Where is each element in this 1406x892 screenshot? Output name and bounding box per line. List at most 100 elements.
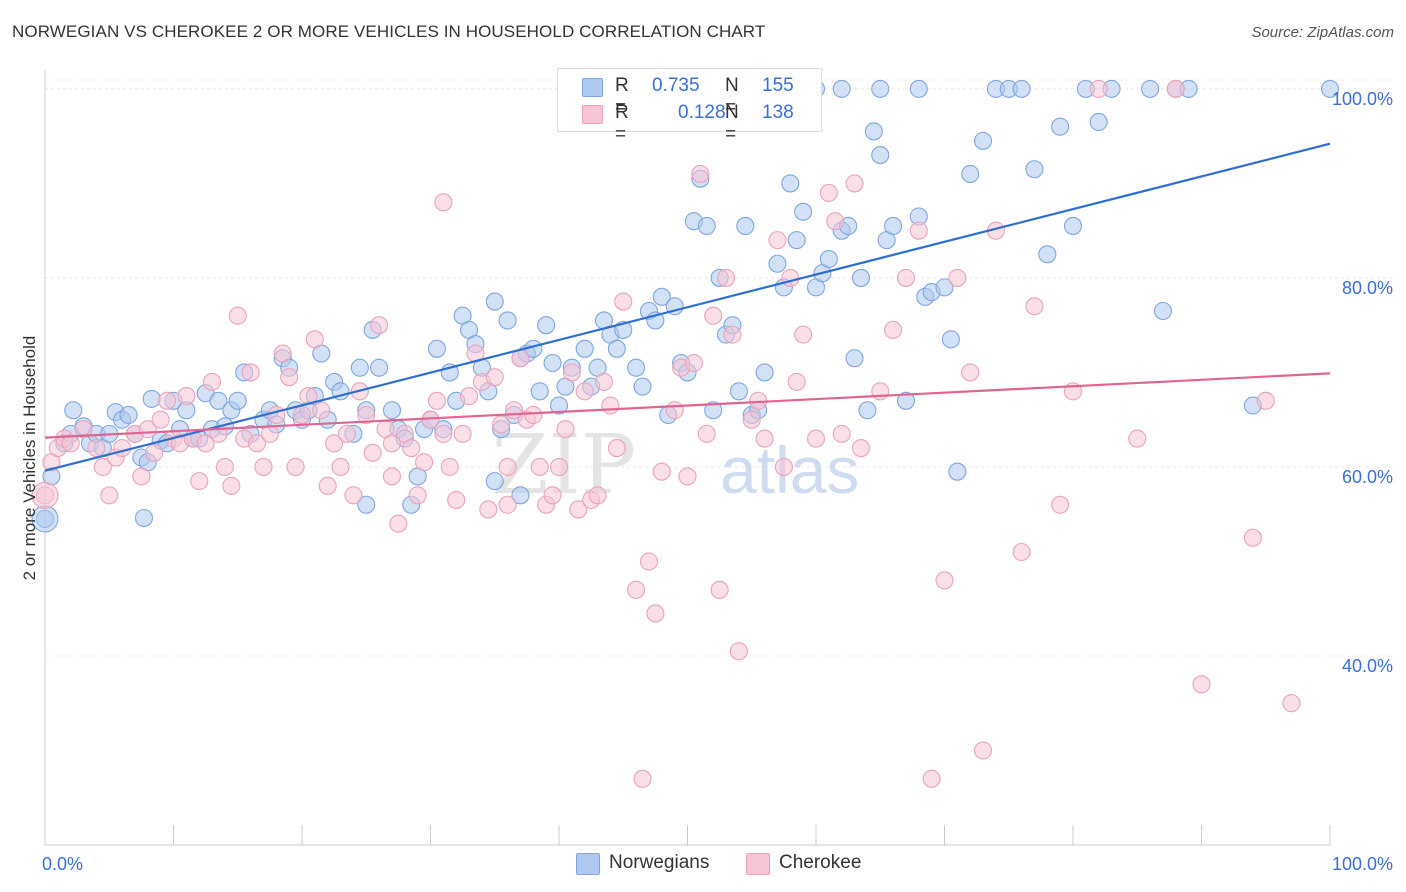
point-cherokee xyxy=(1051,495,1070,514)
point-cherokee xyxy=(260,424,279,443)
point-cherokee xyxy=(434,424,453,443)
point-norwegians xyxy=(1063,216,1083,235)
bottom-legend-swatch-cherokee xyxy=(746,853,770,875)
point-cherokee xyxy=(382,434,402,453)
point-norwegians xyxy=(794,202,813,221)
point-norwegians xyxy=(1012,79,1031,98)
point-cherokee xyxy=(325,434,344,453)
point-norwegians xyxy=(1038,245,1057,264)
point-norwegians xyxy=(1141,79,1160,98)
point-cherokee xyxy=(896,268,916,287)
point-norwegians xyxy=(543,353,562,373)
point-cherokee xyxy=(543,486,562,505)
point-norwegians xyxy=(858,401,877,420)
point-cherokee xyxy=(254,457,273,477)
point-cherokee xyxy=(382,467,402,486)
point-norwegians xyxy=(832,79,851,98)
point-norwegians xyxy=(652,287,671,306)
point-norwegians xyxy=(485,472,504,491)
point-norwegians xyxy=(697,216,716,235)
point-cherokee xyxy=(357,405,376,425)
point-cherokee xyxy=(459,387,479,406)
point-cherokee xyxy=(851,438,871,458)
point-norwegians xyxy=(498,311,517,330)
point-cherokee xyxy=(453,424,472,443)
point-cherokee xyxy=(948,268,967,287)
point-norwegians xyxy=(350,358,369,377)
point-cherokee xyxy=(1243,528,1262,547)
chart-title: NORWEGIAN VS CHEROKEE 2 OR MORE VEHICLES… xyxy=(12,22,766,41)
point-cherokee xyxy=(286,457,305,477)
point-cherokee xyxy=(922,769,941,788)
point-cherokee xyxy=(389,514,408,533)
point-cherokee-large xyxy=(31,481,59,509)
point-cherokee xyxy=(755,429,774,448)
legend-n-value: 138 xyxy=(762,102,794,123)
point-cherokee xyxy=(806,429,826,448)
point-cherokee xyxy=(113,438,132,458)
point-cherokee xyxy=(781,268,800,287)
point-cherokee xyxy=(440,457,459,477)
point-cherokee xyxy=(961,363,980,382)
point-cherokee xyxy=(312,401,331,420)
bottom-legend-label-cherokee: Cherokee xyxy=(779,852,862,873)
point-cherokee xyxy=(151,410,170,429)
legend-n-label: N = xyxy=(725,75,739,118)
point-cherokee xyxy=(267,405,286,425)
point-norwegians xyxy=(781,174,800,193)
point-norwegians xyxy=(909,79,928,98)
point-norwegians xyxy=(787,231,806,250)
x-tick-label: 100.0% xyxy=(1332,854,1393,874)
x-tick-labels: 0.0% 100.0% xyxy=(42,854,1393,874)
point-cherokee xyxy=(100,486,119,505)
point-cherokee xyxy=(247,434,267,453)
point-norwegians xyxy=(228,391,247,410)
point-norwegians xyxy=(119,405,138,425)
point-cherokee xyxy=(562,363,581,382)
point-norwegians xyxy=(845,349,864,368)
point-cherokee xyxy=(370,316,389,335)
legend-n-value: 155 xyxy=(762,75,794,96)
point-norwegians xyxy=(427,339,446,358)
point-cherokee xyxy=(742,410,761,429)
point-norwegians xyxy=(871,146,890,165)
point-cherokee xyxy=(190,472,209,491)
point-cherokee xyxy=(415,453,434,472)
point-cherokee xyxy=(337,424,357,443)
legend-swatch-cherokee xyxy=(582,105,603,124)
point-cherokee xyxy=(819,183,838,202)
point-cherokee xyxy=(935,571,954,590)
point-cherokee xyxy=(646,604,665,623)
point-cherokee xyxy=(228,306,247,325)
legend-r-value: 0.735 xyxy=(652,75,700,96)
point-cherokee xyxy=(716,268,736,287)
point-cherokee xyxy=(492,415,511,434)
point-norwegians xyxy=(704,401,723,420)
point-norwegians xyxy=(871,79,890,98)
point-norwegians xyxy=(851,268,871,287)
point-norwegians xyxy=(627,358,646,377)
y-tick-labels: 40.0% 60.0% 80.0% 100.0% xyxy=(1332,89,1393,676)
point-norwegians xyxy=(549,396,569,415)
bottom-legend-swatch-norwegians xyxy=(576,853,600,875)
point-cherokee xyxy=(344,486,363,505)
point-norwegians xyxy=(941,330,960,349)
chart-source: Source: ZipAtlas.com xyxy=(1251,24,1394,41)
point-cherokee xyxy=(691,164,710,184)
x-tick-label: 0.0% xyxy=(42,854,83,874)
point-norwegians xyxy=(537,316,556,335)
point-cherokee xyxy=(575,382,594,401)
point-norwegians xyxy=(64,401,83,420)
point-norwegians xyxy=(511,486,530,505)
point-norwegians xyxy=(382,401,402,420)
point-cherokee xyxy=(447,490,466,510)
point-cherokee xyxy=(556,420,575,439)
trend-lines xyxy=(44,142,1331,472)
point-cherokee xyxy=(768,231,787,250)
point-cherokee xyxy=(273,344,292,363)
point-cherokee xyxy=(594,372,614,391)
point-cherokee xyxy=(203,372,222,391)
point-norwegians xyxy=(142,389,161,408)
point-cherokee xyxy=(427,391,446,410)
